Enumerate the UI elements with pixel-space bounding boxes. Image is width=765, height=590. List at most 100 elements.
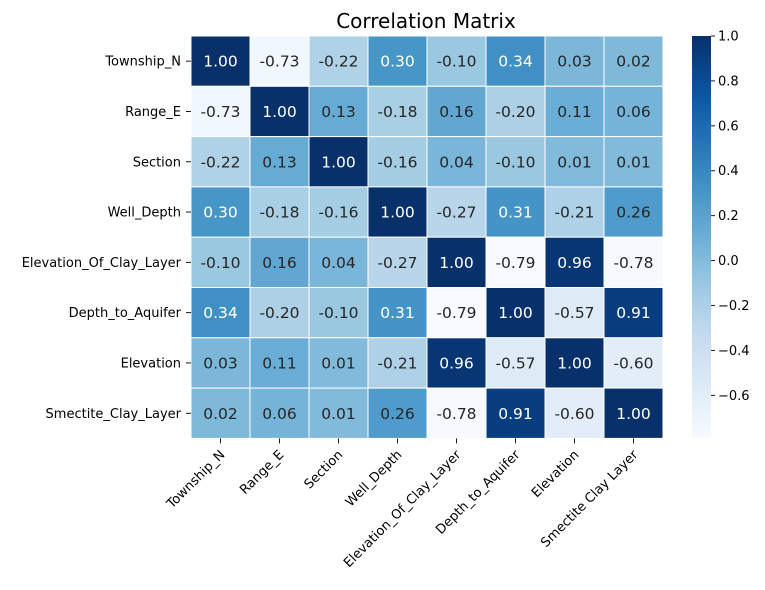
cell-value-label: 0.31 — [498, 204, 533, 222]
cell-value-label: 0.30 — [203, 204, 238, 222]
x-tick-label: Elevation_Of_Clay_Layer — [341, 447, 465, 571]
heatmap-cell — [426, 337, 487, 389]
cell-value-label: -0.10 — [318, 304, 358, 322]
cell-value-label: -0.73 — [200, 103, 240, 121]
heatmap-cell — [249, 287, 310, 339]
cell-value-label: 0.34 — [203, 304, 238, 322]
heatmap-cell — [544, 236, 605, 288]
x-tick-label: Elevation — [529, 448, 582, 501]
heatmap-cell — [603, 387, 664, 439]
cell-value-label: 1.00 — [616, 405, 651, 423]
cell-value-label: 0.02 — [203, 405, 238, 423]
heatmap-cell — [544, 337, 605, 389]
cell-value-label: -0.10 — [200, 254, 240, 272]
heatmap-cell — [367, 136, 428, 188]
y-tick-label: Elevation — [121, 356, 181, 371]
cell-value-label: -0.20 — [259, 304, 299, 322]
heatmap-cell — [426, 136, 487, 188]
heatmap-cell — [249, 35, 310, 87]
cell-value-label: 0.01 — [321, 354, 356, 372]
cell-value-label: -0.20 — [495, 103, 535, 121]
heatmap-cell — [485, 85, 546, 138]
cell-value-label: 1.00 — [557, 354, 592, 372]
heatmap-cell — [485, 287, 546, 339]
heatmap-cell — [190, 35, 251, 87]
heatmap-cell — [308, 186, 369, 238]
cell-value-label: -0.10 — [436, 53, 476, 71]
y-tick-label: Township_N — [104, 55, 181, 70]
cell-value-label: 0.13 — [262, 153, 297, 171]
y-tick-label: Smectite_Clay_Layer — [46, 407, 182, 422]
x-tick-label: Township_N — [164, 448, 229, 513]
cell-value-label: 0.06 — [616, 103, 651, 121]
heatmap-cell — [544, 287, 605, 339]
cell-value-label: 0.34 — [498, 53, 533, 71]
cell-value-label: -0.60 — [554, 405, 594, 423]
y-tick-label: Depth_to_Aquifer — [69, 306, 182, 321]
cell-value-label: 0.01 — [321, 405, 356, 423]
heatmap-cell — [367, 236, 428, 288]
cell-value-label: 0.03 — [203, 354, 238, 372]
heatmap-cell — [485, 35, 546, 87]
heatmap-cell — [190, 337, 251, 389]
heatmap-cell — [485, 337, 546, 389]
heatmap-cell — [367, 186, 428, 238]
heatmap-cell — [603, 136, 664, 188]
heatmap-cell — [249, 85, 310, 138]
cell-value-label: -0.27 — [377, 254, 417, 272]
heatmap-cell — [426, 387, 487, 439]
cell-value-label: 0.02 — [616, 53, 651, 71]
y-tick-label: Range_E — [125, 105, 181, 120]
heatmap-cell — [367, 85, 428, 138]
cell-value-label: -0.22 — [318, 53, 358, 71]
cell-value-label: -0.22 — [200, 153, 240, 171]
cell-value-label: 0.96 — [439, 354, 474, 372]
heatmap-cell — [308, 136, 369, 188]
y-tick-label: Elevation_Of_Clay_Layer — [22, 256, 182, 271]
cell-value-label: 0.11 — [557, 103, 592, 121]
cell-value-label: 0.26 — [616, 204, 651, 222]
cell-value-label: 1.00 — [321, 153, 356, 171]
cell-value-label: 0.91 — [616, 304, 651, 322]
cell-value-label: -0.18 — [259, 204, 299, 222]
cell-value-label: 1.00 — [498, 304, 533, 322]
cell-value-label: -0.79 — [436, 304, 476, 322]
cell-value-label: -0.16 — [377, 153, 417, 171]
heatmap-cells: 1.00 -0.73 -0.22 0.30 -0.10 0.34 0.03 0.02 -0.73… — [190, 35, 664, 439]
cell-value-label: -0.78 — [436, 405, 476, 423]
y-tick-label: Well_Depth — [108, 206, 181, 221]
heatmap-cell — [426, 186, 487, 238]
heatmap-cell — [603, 35, 664, 87]
cell-value-label: -0.78 — [613, 254, 653, 272]
colorbar: 1.0 0.8 0.6 0.4 0.2 0.0 −0.2 −0.4 −0.6 — [692, 30, 750, 438]
cell-value-label: 0.01 — [557, 153, 592, 171]
cell-value-label: 1.00 — [439, 254, 474, 272]
heatmap-cell — [603, 287, 664, 339]
cell-value-label: 0.01 — [616, 153, 651, 171]
cell-value-label: -0.73 — [259, 53, 299, 71]
heatmap-cell — [603, 85, 664, 138]
cell-value-label: 0.96 — [557, 254, 592, 272]
colorbar-tick-label: 0.8 — [718, 74, 739, 89]
colorbar-gradient — [692, 36, 711, 438]
y-tick-label: Section — [133, 155, 181, 170]
colorbar-tick-label: 0.4 — [718, 164, 739, 179]
heatmap-cell — [426, 287, 487, 339]
cell-value-label: -0.57 — [554, 304, 594, 322]
colorbar-tick-label: 0.0 — [718, 254, 739, 269]
cell-value-label: -0.79 — [495, 254, 535, 272]
cell-value-label: -0.60 — [613, 354, 653, 372]
cell-value-label: -0.21 — [377, 354, 417, 372]
heatmap-cell — [544, 186, 605, 238]
cell-value-label: 0.26 — [380, 405, 415, 423]
colorbar-tick-label: −0.2 — [718, 299, 750, 314]
heatmap-cell — [603, 236, 664, 288]
heatmap-cell — [249, 337, 310, 389]
cell-value-label: 1.00 — [380, 204, 415, 222]
cell-value-label: 0.30 — [380, 53, 415, 71]
cell-value-label: -0.16 — [318, 204, 358, 222]
column-labels: Township_N Range_E SectionWell_DepthElevat… — [164, 438, 642, 571]
cell-value-label: -0.27 — [436, 204, 476, 222]
heatmap-cell — [249, 136, 310, 188]
